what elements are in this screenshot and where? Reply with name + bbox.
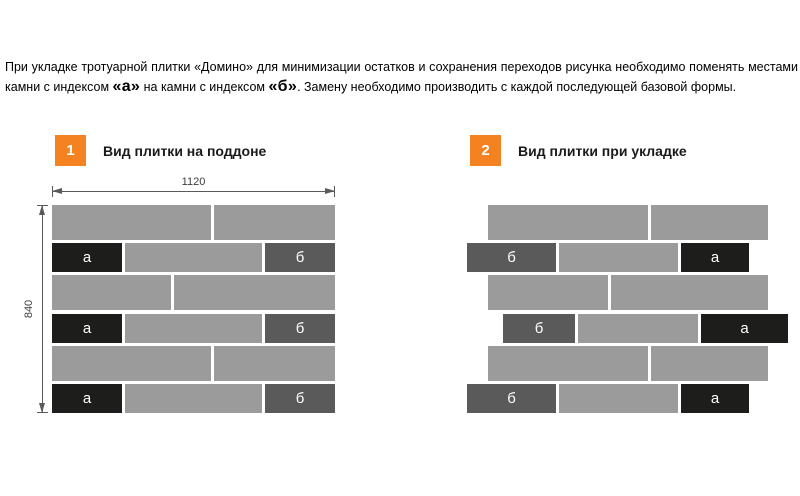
brick-index-a: а bbox=[701, 314, 788, 343]
intro-line-1: При укладке тротуарной плитки «Домино» д… bbox=[5, 60, 798, 74]
pallet-view-diagram: 1120 840 а б а б а б bbox=[23, 176, 335, 413]
laying-view-diagram: б а б а б а bbox=[467, 205, 788, 413]
brick-index-b: б bbox=[503, 314, 575, 343]
index-a-emphasis: «а» bbox=[112, 78, 141, 95]
brick-plain bbox=[651, 346, 768, 381]
brick-plain bbox=[559, 243, 678, 272]
brick-plain bbox=[125, 384, 262, 413]
dimension-tick bbox=[334, 186, 335, 197]
brick-plain bbox=[174, 275, 335, 310]
brick-plain bbox=[125, 243, 262, 272]
brick-plain bbox=[52, 346, 211, 381]
brick-plain bbox=[214, 205, 335, 240]
section-1-header: 1 Вид плитки на поддоне bbox=[55, 135, 266, 166]
brick-index-b: б bbox=[467, 243, 556, 272]
brick-index-b: б bbox=[467, 384, 556, 413]
height-dimension-line bbox=[39, 205, 45, 413]
brick-plain bbox=[651, 205, 768, 240]
brick-plain bbox=[214, 346, 335, 381]
brick-index-a: а bbox=[681, 243, 749, 272]
brick-plain bbox=[488, 205, 648, 240]
index-b-emphasis: «б» bbox=[268, 78, 298, 95]
section-1-number-badge: 1 bbox=[55, 135, 86, 166]
width-dimension-label: 1120 bbox=[176, 176, 211, 188]
brick-plain bbox=[125, 314, 262, 343]
brick-index-a: а bbox=[681, 384, 749, 413]
brick-plain bbox=[611, 275, 768, 310]
brick-index-a: а bbox=[52, 243, 122, 272]
brick-index-a: а bbox=[52, 384, 122, 413]
brick-index-b: б bbox=[265, 384, 335, 413]
brick-plain bbox=[488, 346, 648, 381]
brick-plain bbox=[559, 384, 678, 413]
brick-index-b: б bbox=[265, 243, 335, 272]
brick-index-b: б bbox=[265, 314, 335, 343]
brick-plain bbox=[52, 275, 171, 310]
brick-plain bbox=[578, 314, 698, 343]
section-1-title: Вид плитки на поддоне bbox=[103, 142, 267, 159]
brick-plain bbox=[52, 205, 211, 240]
height-dimension-label: 840 bbox=[23, 294, 35, 324]
section-2-number-badge: 2 bbox=[470, 135, 501, 166]
brick-plain bbox=[488, 275, 608, 310]
intro-line-2: камни с индексом «а» на камни с индексом… bbox=[5, 78, 737, 95]
dimension-tick bbox=[52, 186, 53, 197]
dimension-tick bbox=[37, 412, 48, 413]
section-2-title: Вид плитки при укладке bbox=[518, 142, 687, 159]
width-dimension-line bbox=[52, 188, 335, 194]
brick-index-a: а bbox=[52, 314, 122, 343]
section-2-header: 2 Вид плитки при укладке bbox=[470, 135, 687, 166]
dimension-tick bbox=[37, 205, 48, 206]
intro-text: При укладке тротуарной плитки «Домино» д… bbox=[5, 57, 798, 97]
